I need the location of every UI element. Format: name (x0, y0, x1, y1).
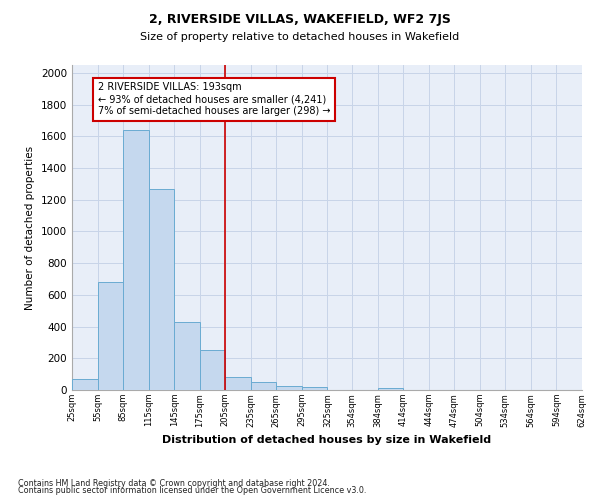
Text: 2, RIVERSIDE VILLAS, WAKEFIELD, WF2 7JS: 2, RIVERSIDE VILLAS, WAKEFIELD, WF2 7JS (149, 12, 451, 26)
Text: Contains HM Land Registry data © Crown copyright and database right 2024.: Contains HM Land Registry data © Crown c… (18, 478, 330, 488)
Bar (174, 322, 200, 390)
Bar (98, 282, 123, 390)
Bar (72, 380, 98, 390)
Bar (377, 388, 403, 390)
Text: 2 RIVERSIDE VILLAS: 193sqm
← 93% of detached houses are smaller (4,241)
7% of se: 2 RIVERSIDE VILLAS: 193sqm ← 93% of deta… (98, 82, 330, 116)
Bar (149, 188, 174, 390)
Y-axis label: Number of detached properties: Number of detached properties (25, 146, 35, 310)
Text: Size of property relative to detached houses in Wakefield: Size of property relative to detached ho… (140, 32, 460, 42)
Bar (225, 376, 251, 390)
Bar (302, 387, 328, 390)
Text: Contains public sector information licensed under the Open Government Licence v3: Contains public sector information licen… (18, 486, 367, 495)
Bar (200, 350, 225, 390)
X-axis label: Distribution of detached houses by size in Wakefield: Distribution of detached houses by size … (163, 435, 491, 445)
Bar (277, 386, 302, 390)
Bar (251, 382, 277, 390)
Bar (123, 130, 149, 390)
